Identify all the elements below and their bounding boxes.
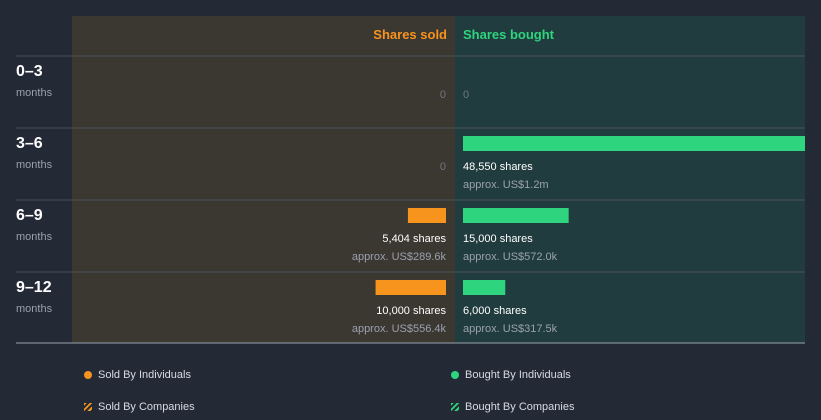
sold-value-label: approx. US$289.6k xyxy=(352,251,447,263)
sold-zero-label: 0 xyxy=(440,89,446,101)
legend-bought-individuals: Bought By Individuals xyxy=(451,369,571,381)
sold-bar xyxy=(375,280,446,295)
sold-bar xyxy=(407,208,446,223)
insider-trading-chart: Shares sold Shares bought 0–3 months 0 0 3–6… xyxy=(16,16,805,344)
bought-bar xyxy=(463,280,506,295)
green-dot-icon xyxy=(451,371,459,379)
row-period-label: 9–12 xyxy=(16,279,52,296)
orange-hatch-icon xyxy=(84,403,92,411)
legend-bought-companies: Bought By Companies xyxy=(451,401,574,413)
legend-label: Sold By Companies xyxy=(98,401,195,413)
bought-shares-label: 6,000 shares xyxy=(463,305,527,317)
header-shares-bought: Shares bought xyxy=(463,27,555,42)
legend-label: Bought By Companies xyxy=(465,401,575,413)
bought-shares-label: 48,550 shares xyxy=(463,161,533,173)
sold-shares-label: 5,404 shares xyxy=(382,233,446,245)
row-months-label: months xyxy=(16,159,53,171)
sold-zero-label: 0 xyxy=(440,161,446,173)
sold-value-label: approx. US$556.4k xyxy=(352,323,447,335)
bought-value-label: approx. US$1.2m xyxy=(463,179,549,191)
bought-panel-background xyxy=(455,16,805,343)
bought-bar xyxy=(463,136,805,151)
legend-label: Sold By Individuals xyxy=(98,369,191,381)
bought-shares-label: 15,000 shares xyxy=(463,233,533,245)
bought-value-label: approx. US$572.0k xyxy=(463,251,558,263)
row-period-label: 0–3 xyxy=(16,63,43,80)
row-months-label: months xyxy=(16,87,53,99)
sold-shares-label: 10,000 shares xyxy=(376,305,446,317)
row-months-label: months xyxy=(16,303,53,315)
legend-label: Bought By Individuals xyxy=(465,369,571,381)
legend: Sold By Individuals Bought By Individual… xyxy=(0,360,821,420)
legend-sold-companies: Sold By Companies xyxy=(84,401,195,413)
orange-dot-icon xyxy=(84,371,92,379)
bought-bar xyxy=(463,208,569,223)
header-shares-sold: Shares sold xyxy=(373,27,447,42)
row-period-label: 6–9 xyxy=(16,207,43,224)
chart-rows: 0–3 months 0 0 3–6 months 0 48,550 shares approx… xyxy=(16,55,805,335)
legend-sold-individuals: Sold By Individuals xyxy=(84,369,191,381)
green-hatch-icon xyxy=(451,403,459,411)
row-period-label: 3–6 xyxy=(16,135,43,152)
bought-value-label: approx. US$317.5k xyxy=(463,323,558,335)
bought-zero-label: 0 xyxy=(463,89,469,101)
row-months-label: months xyxy=(16,231,53,243)
